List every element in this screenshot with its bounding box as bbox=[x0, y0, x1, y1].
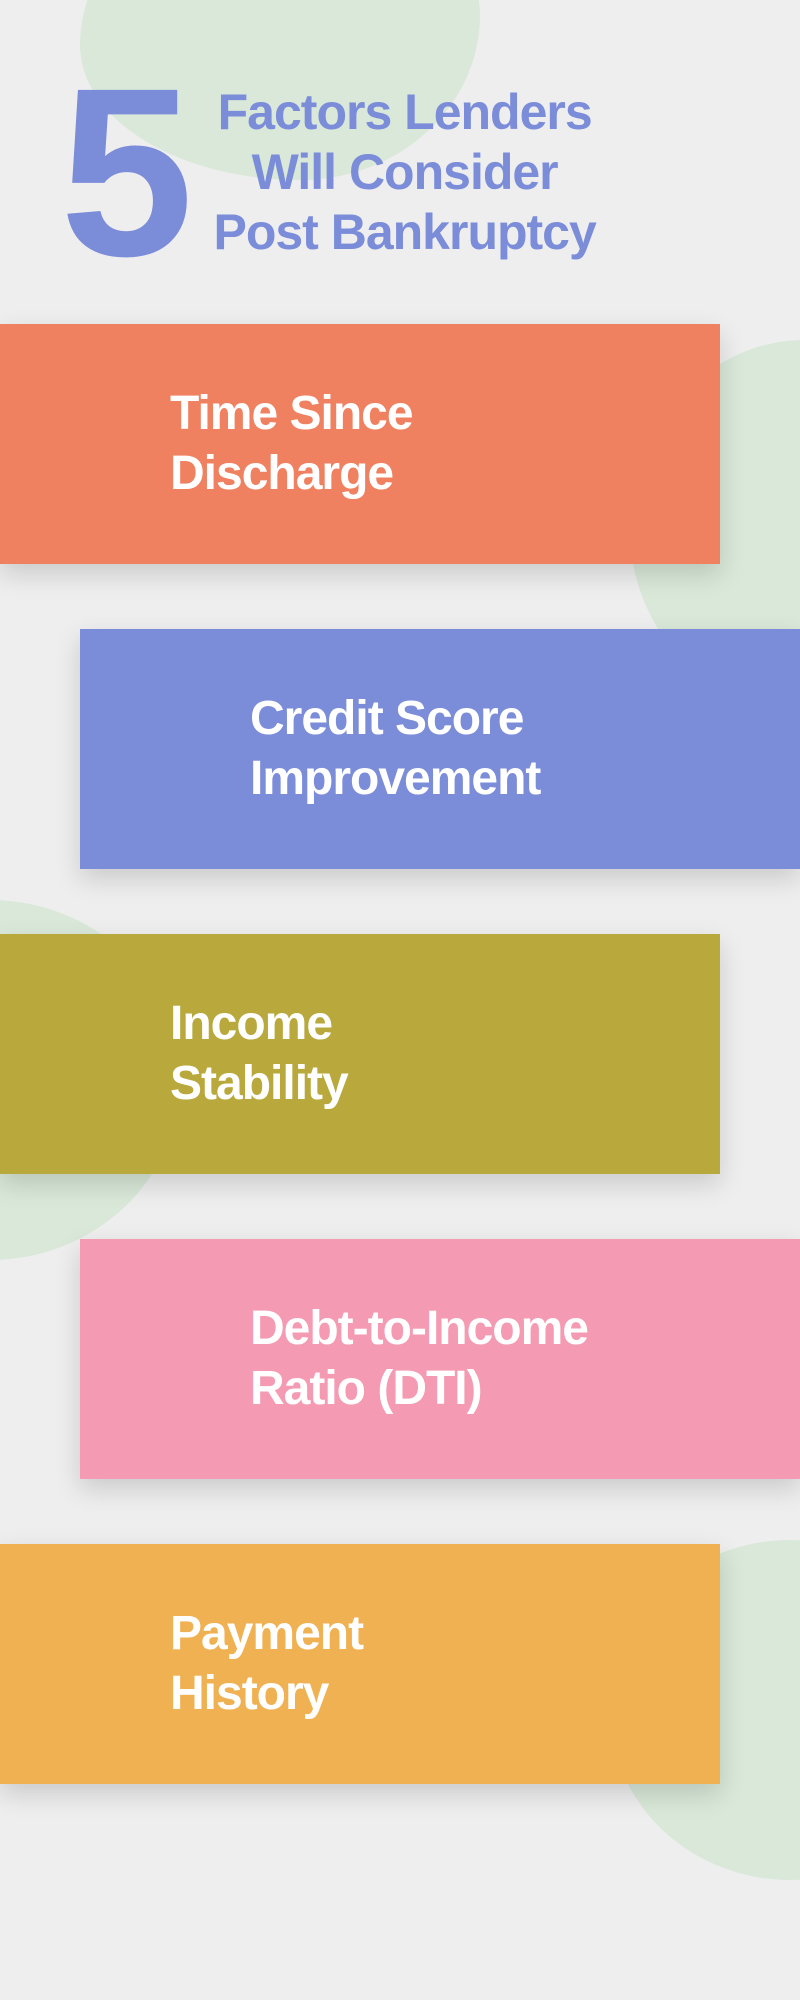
card-line: Discharge bbox=[170, 444, 670, 504]
card-text: Payment History bbox=[170, 1604, 670, 1724]
card-line: Income bbox=[170, 994, 670, 1054]
card-line: Time Since bbox=[170, 384, 670, 444]
card-line: History bbox=[170, 1664, 670, 1724]
factor-card-5: Payment History bbox=[0, 1544, 720, 1784]
title-line: Factors Lenders bbox=[213, 82, 595, 142]
card-line: Debt-to-Income bbox=[250, 1299, 750, 1359]
title-line: Will Consider bbox=[213, 142, 595, 202]
factor-card-2: Credit Score Improvement bbox=[80, 629, 800, 869]
card-text: Income Stability bbox=[170, 994, 670, 1114]
card-text: Time Since Discharge bbox=[170, 384, 670, 504]
title-line: Post Bankruptcy bbox=[213, 202, 595, 262]
card-text: Debt-to-Income Ratio (DTI) bbox=[250, 1299, 750, 1419]
card-line: Improvement bbox=[250, 749, 750, 809]
factor-card-1: Time Since Discharge bbox=[0, 324, 720, 564]
card-line: Ratio (DTI) bbox=[250, 1359, 750, 1419]
factor-card-4: Debt-to-Income Ratio (DTI) bbox=[80, 1239, 800, 1479]
card-text: Credit Score Improvement bbox=[250, 689, 750, 809]
header-title: Factors Lenders Will Consider Post Bankr… bbox=[213, 82, 595, 262]
card-line: Credit Score bbox=[250, 689, 750, 749]
header: 5 Factors Lenders Will Consider Post Ban… bbox=[0, 0, 800, 324]
card-line: Stability bbox=[170, 1054, 670, 1114]
header-number: 5 bbox=[60, 70, 183, 274]
factor-card-3: Income Stability bbox=[0, 934, 720, 1174]
card-line: Payment bbox=[170, 1604, 670, 1664]
